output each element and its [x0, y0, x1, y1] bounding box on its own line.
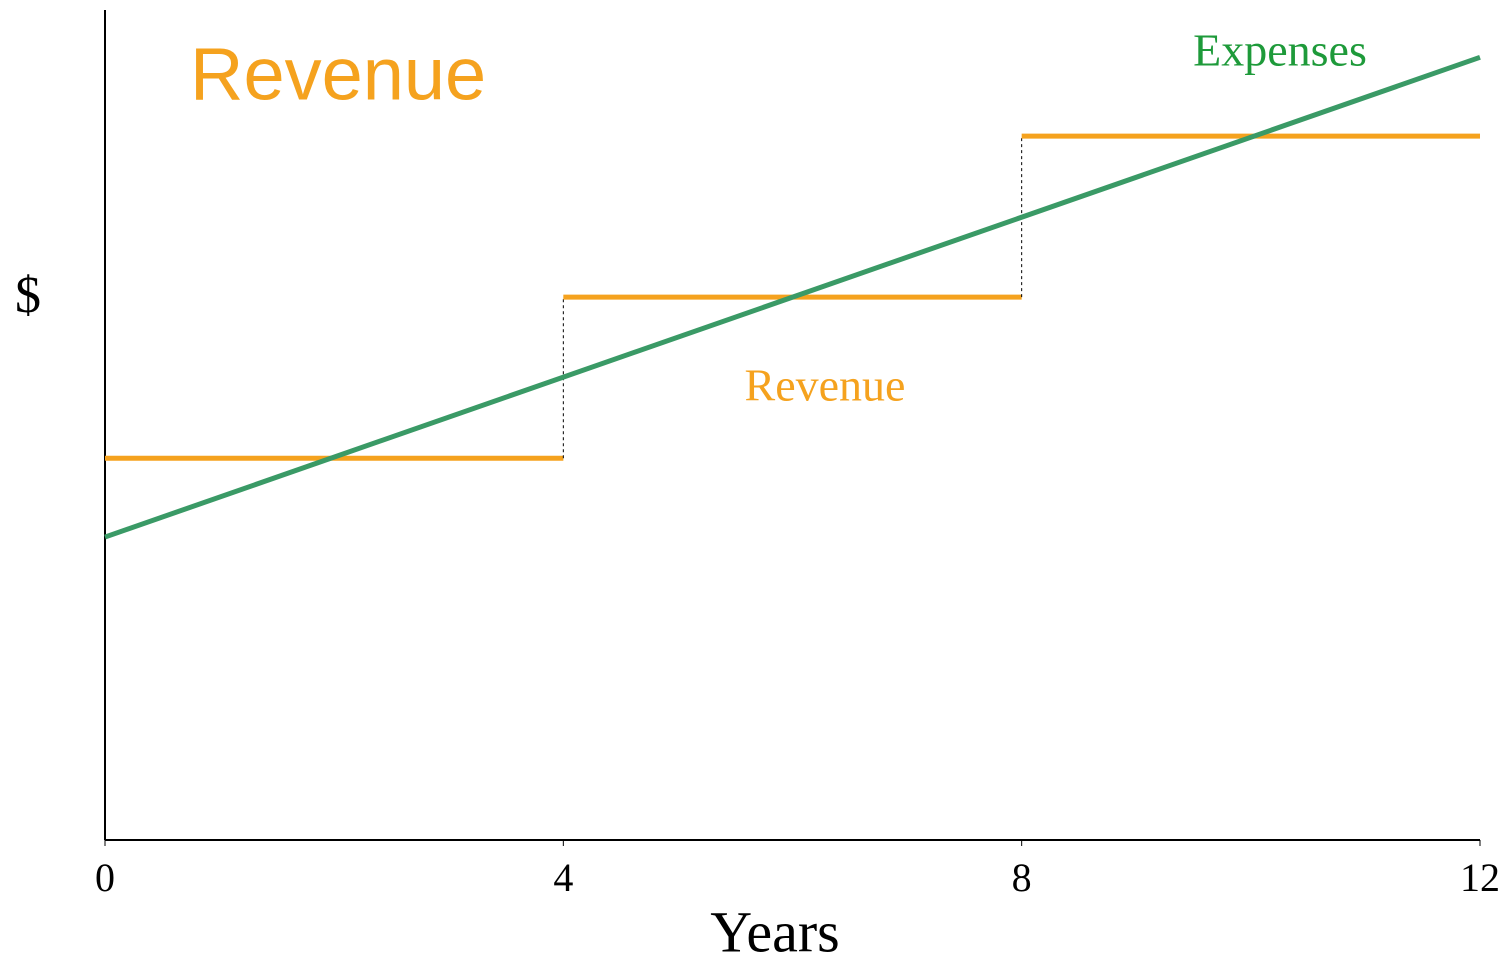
x-axis-label: Years	[710, 899, 839, 964]
y-axis-label: $	[15, 267, 41, 324]
x-tick-label: 8	[1012, 855, 1032, 900]
x-tick-label: 4	[553, 855, 573, 900]
x-tick-label: 0	[95, 855, 115, 900]
series-label: Expenses	[1193, 25, 1367, 76]
x-tick-label: 12	[1460, 855, 1500, 900]
series-line	[104, 54, 1481, 540]
chart-title: Revenue	[190, 33, 486, 116]
series-label: Revenue	[745, 360, 906, 411]
